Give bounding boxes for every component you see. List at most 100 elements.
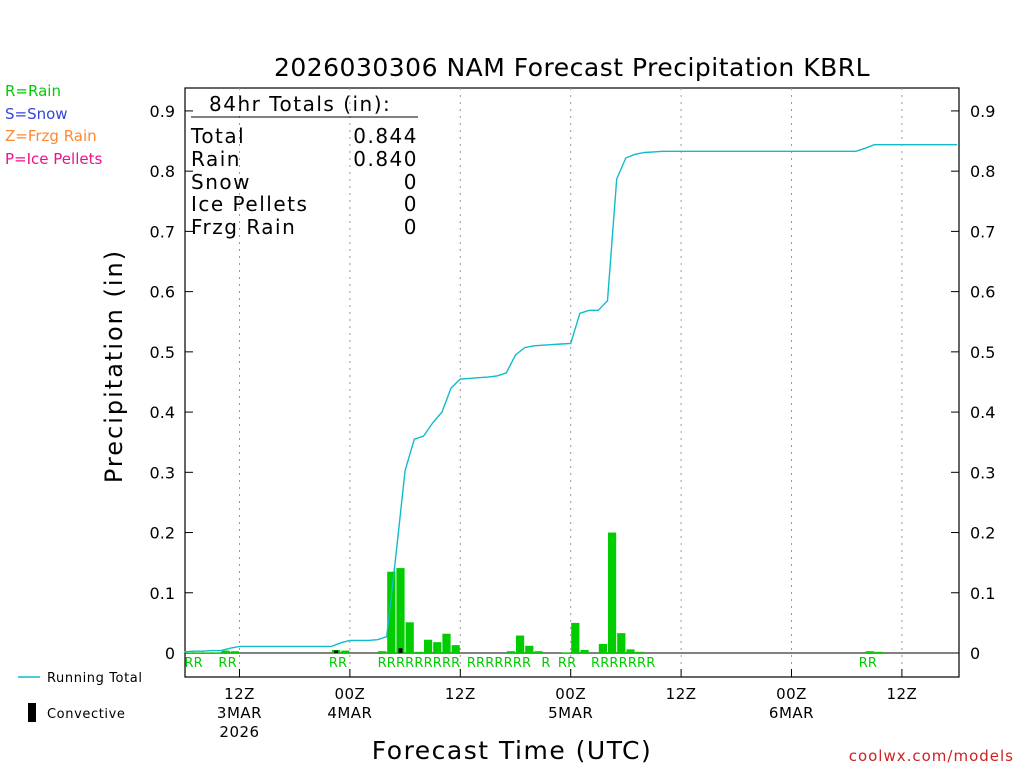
precip-type-marker: R — [396, 656, 405, 671]
totals-value-frzg-rain: 0 — [404, 215, 418, 239]
legend-snow: S=Snow — [5, 104, 68, 123]
plot-frame — [184, 87, 960, 678]
convective-bar — [334, 650, 339, 653]
totals-label-frzg-rain: Frzg Rain — [191, 215, 296, 239]
precip-bar — [571, 622, 580, 653]
precip-type-marker: R — [414, 656, 423, 671]
precip-type-marker: R — [637, 656, 646, 671]
y-tick-label-left: 0.9 — [150, 102, 175, 121]
precip-type-marker: R — [329, 656, 338, 671]
precip-type-marker: R — [338, 656, 347, 671]
precip-type-marker: R — [476, 656, 485, 671]
precip-bar — [396, 568, 405, 653]
totals-value-total: 0.844 — [353, 124, 418, 148]
precip-type-marker: R — [522, 656, 531, 671]
precip-bar — [617, 633, 626, 653]
legend-ice-pellets: P=Ice Pellets — [5, 150, 103, 169]
precip-bar — [424, 639, 433, 653]
precip-bar — [405, 622, 414, 653]
precip-type-marker: R — [591, 656, 600, 671]
y-tick-label-right: 0.7 — [970, 222, 995, 241]
precip-type-marker: R — [184, 656, 193, 671]
y-tick-label-left: 0.8 — [150, 162, 175, 181]
precip-bar — [184, 652, 193, 653]
y-tick-label-right: 0.3 — [970, 463, 995, 482]
precip-type-marker: R — [194, 656, 203, 671]
running-total-legend-label: Running Total — [47, 671, 143, 686]
y-tick-label-left: 0 — [165, 644, 175, 663]
y-tick-label-right: 0.5 — [970, 343, 995, 362]
precip-type-marker: R — [628, 656, 637, 671]
legend-rain: R=Rain — [5, 82, 61, 100]
gridlines — [239, 88, 903, 677]
precip-bar — [580, 649, 589, 653]
precip-type-marker: R — [485, 656, 494, 671]
precip-bar — [378, 651, 387, 653]
precip-bar — [341, 650, 350, 653]
precip-bar — [635, 651, 644, 653]
precip-bar — [221, 650, 230, 653]
x-tick-label: 5MAR — [548, 704, 593, 722]
convective-legend-label: Convective — [47, 707, 126, 722]
precip-type-marker: R — [218, 656, 227, 671]
precip-bar — [451, 645, 460, 653]
x-tick-label: 12Z — [886, 685, 917, 703]
precip-bar — [516, 635, 525, 653]
precip-type-marker: R — [494, 656, 503, 671]
precip-type-marker: R — [868, 656, 877, 671]
precip-bar — [865, 651, 874, 653]
precip-bar — [598, 643, 607, 653]
totals-box: 84hr Totals (in): Total 0.844 Rain 0.840… — [190, 92, 418, 239]
y-tick-label-left: 0.3 — [150, 463, 175, 482]
y-tick-label-left: 0.6 — [150, 283, 175, 302]
totals-value-ice-pellets: 0 — [404, 192, 418, 216]
precip-type-marker: R — [504, 656, 513, 671]
x-tick-label: 4MAR — [327, 704, 372, 722]
x-tick-label: 12Z — [666, 685, 697, 703]
precip-bar — [534, 651, 543, 653]
precip-bar — [525, 645, 534, 653]
precip-bar — [230, 651, 239, 653]
precip-type-marker: R — [451, 656, 460, 671]
legend-frzg-rain: Z=Frzg Rain — [5, 127, 97, 146]
x-tick-label: 12Z — [445, 685, 476, 703]
totals-value-rain: 0.840 — [353, 147, 418, 171]
precip-type-marker: R — [609, 656, 618, 671]
y-tick-label-left: 0.2 — [150, 524, 175, 543]
convective-bars — [334, 648, 403, 653]
precip-type-legend: R=Rain S=Snow Z=Frzg Rain P=Ice Pellets — [5, 80, 102, 171]
precip-bar — [442, 633, 451, 653]
precip-type-marker: R — [567, 656, 576, 671]
precip-bar — [414, 651, 423, 653]
totals-label-snow: Snow — [191, 170, 251, 194]
x-tick-label: 6MAR — [769, 704, 814, 722]
precip-bar — [608, 532, 617, 653]
y-tick-label-right: 0.6 — [970, 283, 995, 302]
totals-label-total: Total — [190, 124, 245, 148]
precip-type-marker: R — [513, 656, 522, 671]
precip-bar — [194, 652, 203, 653]
totals-label-rain: Rain — [191, 147, 241, 171]
precip-type-marker: R — [646, 656, 655, 671]
x-axis-label: Forecast Time (UTC) — [372, 736, 652, 765]
precip-bar — [506, 651, 515, 653]
precip-type-marker: R — [600, 656, 609, 671]
precip-type-marker: R — [424, 656, 433, 671]
precip-type-marker: R — [541, 656, 550, 671]
precip-type-marker: R — [228, 656, 237, 671]
y-tick-label-left: 0.7 — [150, 222, 175, 241]
x-tick-label: 12Z — [224, 685, 255, 703]
precip-bar — [203, 652, 212, 653]
precip-type-marker: R — [859, 656, 868, 671]
totals-header: 84hr Totals (in): — [209, 92, 391, 116]
precip-type-marker: R — [405, 656, 414, 671]
precip-type-marker: R — [378, 656, 387, 671]
precip-bars — [184, 532, 883, 653]
precip-bar — [212, 652, 221, 653]
totals-label-ice-pellets: Ice Pellets — [191, 192, 308, 216]
precip-bar — [433, 642, 442, 653]
credit-text: coolwx.com/models — [849, 747, 1014, 765]
x-tick-label: 00Z — [776, 685, 807, 703]
